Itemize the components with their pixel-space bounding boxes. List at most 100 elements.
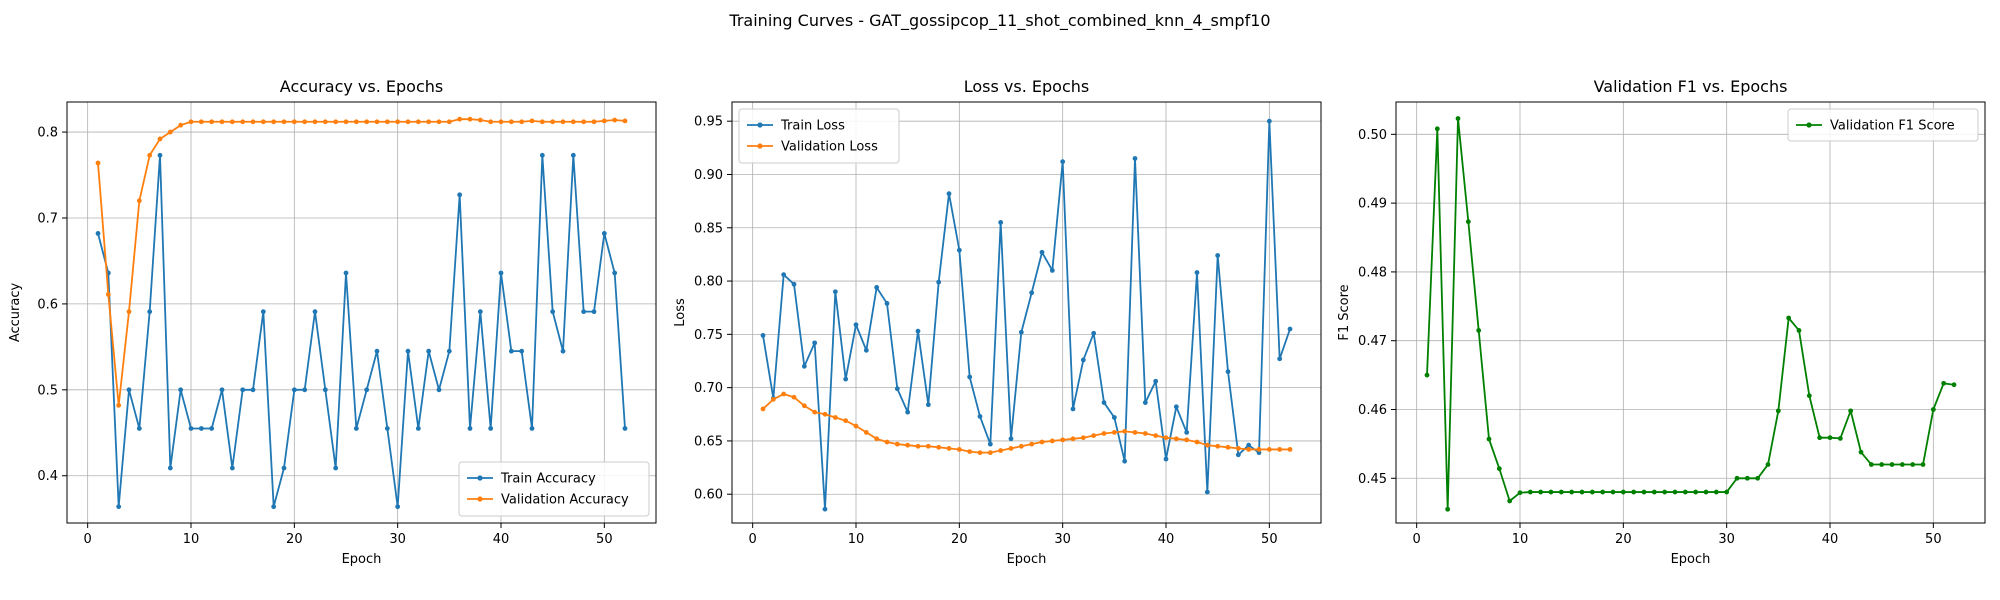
x-tick-label: 40 [1822,532,1839,547]
data-point [560,119,566,125]
data-point [1018,443,1024,449]
data-point [1080,435,1086,441]
y-tick-label: 0.5 [37,383,58,398]
data-point [1225,444,1231,450]
data-point [364,119,370,125]
data-point [147,309,153,315]
data-point [1434,126,1440,132]
data-point [822,411,828,417]
data-point [622,118,628,124]
data-point [250,387,256,393]
data-point [905,442,911,448]
accuracy-panel: Accuracy vs. Epochs 0 10 20 30 40 50 0.4 0.5 0.6 0… [8,77,657,567]
data-point [1153,378,1159,384]
data-point [1266,447,1272,452]
x-tick-label: 40 [1158,532,1175,547]
data-point [260,309,266,315]
legend-label: Validation Loss [781,140,878,155]
legend-swatch-marker [757,122,763,128]
data-point [1235,445,1241,451]
data-point [1662,489,1668,495]
legend-swatch-marker [477,496,483,502]
x-tick-label: 30 [1718,532,1735,547]
data-point [209,119,215,125]
data-point [302,119,308,125]
data-point [457,192,463,198]
data-point [1266,118,1272,124]
data-point [1703,489,1709,495]
x-axis-label: Epoch [1007,552,1047,567]
data-point [1579,489,1585,495]
data-point [498,270,504,276]
x-tick-label: 40 [493,532,510,547]
data-point [312,309,318,315]
legend-label: Validation Accuracy [501,493,629,508]
data-point [1215,253,1221,258]
data-point [1858,449,1864,455]
data-point [405,348,411,354]
data-point [291,119,297,125]
y-tick-label: 0.8 [37,126,58,141]
panel-title: Loss vs. Epochs [964,77,1089,96]
y-tick-label: 0.7 [37,211,58,226]
data-point [1910,462,1916,467]
data-point [1455,116,1461,121]
data-point [967,374,973,380]
data-point [1930,407,1936,412]
data-point [1008,436,1014,442]
x-tick-label: 20 [1615,532,1632,547]
loss-panel: Loss vs. Epochs 0 10 20 30 40 50 0.60 0.65 0.70 0.… [673,77,1322,567]
data-point [1039,249,1045,255]
data-point [570,119,576,125]
data-point [95,160,101,166]
data-point [1091,433,1097,439]
y-tick-label: 0.65 [694,434,723,449]
data-point [591,309,597,315]
data-point [1806,393,1812,399]
data-point [1194,439,1200,445]
data-point [581,309,587,315]
data-point [178,387,184,393]
data-point [240,387,246,393]
data-point [136,198,142,204]
data-point [147,152,153,158]
data-point [977,450,983,456]
data-point [498,119,504,125]
data-point [1817,435,1823,441]
data-point [1080,357,1086,363]
data-point [915,443,921,449]
data-point [322,387,328,393]
data-point [1142,400,1148,405]
data-point [1184,437,1190,443]
data-point [312,119,318,125]
data-point [1111,415,1117,420]
data-point [343,119,349,125]
series-line [97,154,626,508]
data-point [426,119,432,125]
legend-label: Validation F1 Score [1830,119,1955,134]
data-point [1225,369,1231,375]
data-point [1734,475,1740,481]
data-point [1496,466,1502,472]
x-axis-label: Epoch [342,552,382,567]
y-axis-label: F1 Score [1337,284,1352,340]
data-point [1204,489,1210,495]
x-axis-label: Epoch [1671,552,1711,567]
data-point [1600,489,1606,495]
data-point [167,129,173,135]
data-point [1070,406,1076,412]
data-point [1527,489,1533,495]
data-point [1153,433,1159,439]
data-point [271,119,277,125]
data-point [894,441,900,447]
data-point [832,289,838,295]
x-tick-label: 0 [1413,532,1421,547]
data-point [843,376,849,382]
data-point [1589,489,1595,495]
data-point [1899,462,1905,467]
data-point [863,430,869,435]
data-point [1517,490,1523,496]
data-point [529,426,535,431]
data-point [832,415,838,420]
